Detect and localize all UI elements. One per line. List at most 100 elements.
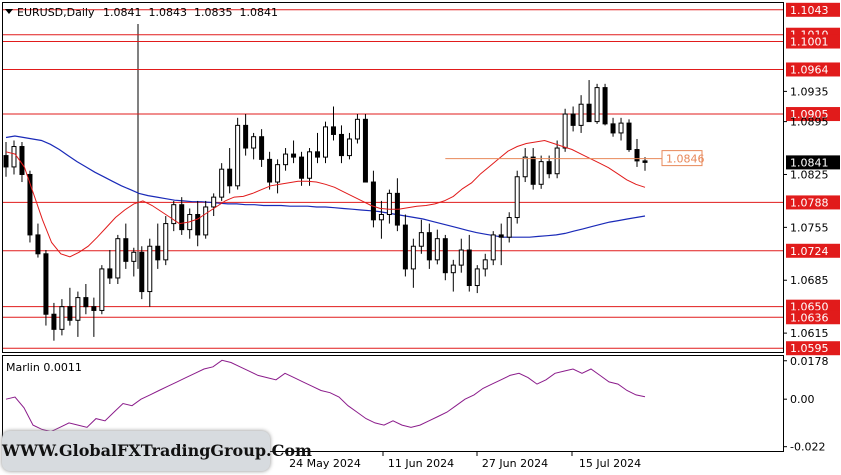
candle-bear	[27, 173, 33, 236]
candle-bear	[586, 103, 592, 123]
level-tag-label: 1.0964	[790, 63, 829, 76]
candle-bull	[11, 146, 17, 168]
candle-bull	[346, 138, 352, 157]
price-tick-label: 1.0825	[790, 168, 829, 181]
candle-bull	[354, 118, 360, 140]
candle-bull	[115, 238, 121, 279]
level-tag-label: 1.0595	[790, 342, 829, 355]
candle-bear	[51, 313, 57, 330]
candle-bull	[147, 245, 153, 293]
candle-bear	[43, 253, 49, 315]
candle-bear	[642, 160, 648, 163]
candle-bull	[514, 176, 520, 219]
candle-bull	[283, 153, 289, 166]
candle-bull	[163, 223, 169, 261]
candle-bear	[227, 168, 233, 187]
candle-bull	[323, 126, 328, 158]
candle-bull	[434, 238, 440, 261]
candle-bull	[99, 268, 105, 311]
candle-bull	[171, 204, 177, 225]
candle-bull	[490, 234, 496, 261]
collapse-triangle-icon[interactable]	[5, 9, 13, 14]
level-tag-label: 1.0636	[790, 311, 829, 324]
level-tag	[786, 341, 840, 356]
candle-bear	[195, 214, 201, 236]
date-tick-label: 27 Jun 2024	[482, 457, 548, 470]
candle-bull	[458, 249, 464, 266]
candle-bear	[243, 124, 249, 149]
annotation-box	[661, 150, 703, 167]
candle-bear	[19, 146, 25, 175]
price-axis: 1.0935 1.0895 1.0825 1.0755 1.0685 1.0615 1.08…	[783, 85, 840, 340]
current-price-label: 1.0841	[790, 156, 829, 169]
candle-bear	[610, 123, 616, 134]
candle-bear	[442, 238, 448, 274]
osc-tick-label: 0.00	[790, 393, 815, 406]
candle-bear	[179, 204, 185, 231]
candle-bear	[634, 149, 640, 162]
candle-bear	[370, 181, 376, 221]
candle-bear	[267, 158, 273, 183]
candle-bear	[91, 306, 97, 311]
level-tag-label: 1.0905	[790, 108, 829, 121]
candle-bear	[426, 232, 432, 261]
level-tag	[786, 62, 840, 77]
annotation-label: 1.0846	[666, 153, 705, 166]
candle-bear	[338, 133, 344, 157]
level-tag	[786, 299, 840, 314]
candle-bull	[418, 232, 424, 247]
price-tick-label: 1.0685	[790, 274, 829, 287]
candle-bear	[259, 136, 265, 160]
candle-bull	[275, 164, 281, 183]
candle-bull	[378, 214, 384, 221]
candle-bear	[35, 234, 41, 255]
date-tick-label: 15 Jul 2024	[579, 457, 641, 470]
price-tick-label: 1.0615	[790, 327, 829, 340]
candle-bull	[59, 306, 65, 330]
candle-bull	[75, 297, 81, 321]
ohlc-values: 1.0841 1.0843 1.0835 1.0841	[103, 6, 278, 19]
candle-bull	[578, 103, 584, 126]
date-axis: 24 May 2024 11 Jun 2024 27 Jun 2024 15 Jul …	[286, 452, 641, 470]
main-panel-frame	[2, 2, 784, 353]
oscillator-label: Marlin 0.0011	[6, 361, 82, 374]
date-tick-label: 24 May 2024	[289, 457, 361, 470]
candle-bear	[402, 224, 408, 270]
level-tag-label: 1.0724	[790, 245, 829, 258]
candle-bear	[291, 153, 297, 158]
candle-bear	[530, 156, 536, 185]
candle-bull	[474, 268, 480, 287]
oscillator-panel-frame	[2, 355, 784, 452]
candle-bull	[203, 206, 209, 236]
oscillator-panel: 0.0178 0.00 -0.022	[5, 355, 829, 454]
candle-bear	[299, 156, 305, 179]
candle-bull	[482, 259, 488, 270]
candle-bear	[315, 151, 321, 158]
candle-bull	[506, 217, 512, 238]
candle-bull	[594, 87, 600, 123]
candle-bear	[139, 251, 145, 293]
candle-bear	[330, 126, 336, 135]
instrument-label: EURUSD,Daily	[17, 6, 95, 19]
level-tag	[786, 2, 840, 17]
candle-bear	[570, 113, 576, 126]
candle-bull	[554, 147, 560, 175]
candle-bear	[83, 297, 89, 308]
candle-bull	[522, 156, 528, 178]
candle-bear	[107, 268, 113, 279]
candle-bull	[211, 196, 217, 208]
candle-bear	[362, 118, 368, 183]
level-tag	[786, 195, 840, 210]
candles	[3, 80, 648, 341]
candle-bull	[618, 122, 624, 134]
level-tag	[786, 107, 840, 122]
candle-bear	[155, 245, 161, 261]
candle-bull	[450, 264, 456, 274]
candle-bear	[67, 306, 73, 321]
watermark: WWW.GlobalFXTradingGroup.Com	[2, 431, 312, 471]
ma-slow-line	[5, 135, 646, 238]
level-tag-label: 1.0788	[790, 196, 829, 209]
candle-bear	[466, 249, 472, 287]
annotation-1.0846: 1.0846	[445, 150, 705, 167]
